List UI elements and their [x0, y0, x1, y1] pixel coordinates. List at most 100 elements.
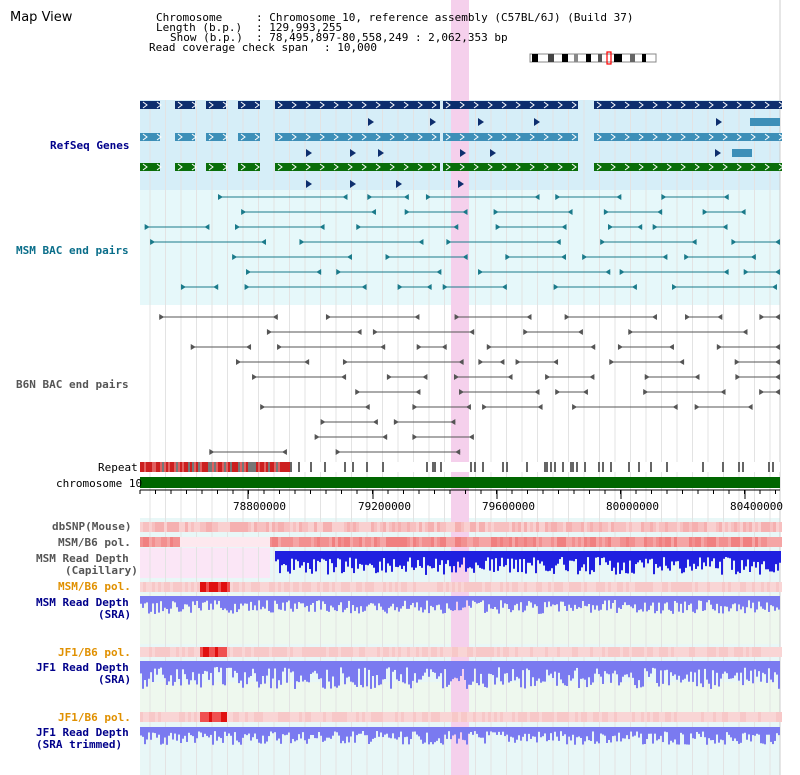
repeat-cell: [288, 462, 290, 472]
bac-end-marker: [507, 374, 513, 380]
polymorphism-cell: [176, 582, 179, 592]
polymorphism-cell: [248, 647, 251, 657]
polymorphism-cell: [725, 522, 728, 532]
depth-bar: [412, 727, 414, 732]
depth-bar: [494, 727, 496, 733]
repeat-cell: [354, 462, 356, 472]
depth-bar: [414, 661, 416, 674]
depth-bar: [348, 661, 350, 677]
depth-bar: [468, 661, 470, 685]
depth-bar: [390, 727, 392, 739]
depth-bar: [254, 661, 256, 674]
depth-bar: [284, 596, 286, 611]
depth-bar: [252, 727, 254, 738]
polymorphism-cell: [491, 522, 494, 532]
depth-bar: [507, 551, 509, 559]
repeat-cell: [390, 462, 392, 472]
polymorphism-cell: [635, 522, 638, 532]
depth-bar: [270, 661, 272, 689]
depth-bar: [394, 727, 396, 739]
depth-bar: [580, 727, 582, 738]
repeat-cell: [262, 462, 264, 472]
polymorphism-cell: [704, 647, 707, 657]
track-label-refseq[interactable]: RefSeq Genes: [50, 139, 130, 152]
depth-bar: [654, 596, 656, 614]
track-label-msm-b6-pol-2[interactable]: MSM/B6 pol.: [58, 580, 131, 593]
track-label-jf1-depth-trimmed[interactable]: JF1 Read Depth: [36, 726, 129, 739]
track-label-msm-b6-pol-1[interactable]: MSM/B6 pol.: [58, 536, 131, 549]
track-label-msm-depth-sra[interactable]: MSM Read Depth: [36, 596, 129, 609]
polymorphism-cell: [467, 647, 470, 657]
track-label-msm-depth-capillary[interactable]: MSM Read Depth: [36, 552, 129, 565]
depth-bar: [230, 661, 232, 668]
repeat-cell: [418, 462, 420, 472]
polymorphism-cell: [674, 712, 677, 722]
depth-bar: [583, 551, 585, 565]
repeat-cell: [588, 462, 590, 472]
repeat-cell: [688, 462, 690, 472]
depth-bar: [634, 727, 636, 736]
polymorphism-cell: [779, 522, 782, 532]
depth-bar: [478, 661, 480, 686]
polymorphism-cell: [224, 582, 227, 592]
polymorphism-cell: [215, 582, 218, 592]
depth-bar: [272, 727, 274, 734]
gene-marker: [350, 180, 356, 188]
bac-end-marker: [465, 404, 471, 410]
depth-bar: [720, 727, 722, 740]
polymorphism-cell: [566, 647, 569, 657]
polymorphism-cell: [704, 712, 707, 722]
depth-bar: [666, 596, 668, 603]
depth-bar: [500, 727, 502, 735]
depth-bar: [285, 551, 287, 566]
polymorphism-cell: [710, 522, 713, 532]
polymorphism-cell: [431, 647, 434, 657]
depth-bar: [714, 727, 716, 744]
depth-bar: [288, 661, 290, 669]
depth-bar: [470, 727, 472, 733]
polymorphism-cell: [536, 522, 539, 532]
polymorphism-cell: [623, 537, 626, 547]
depth-bar: [639, 551, 641, 561]
polymorphism-cell: [611, 522, 614, 532]
depth-bar: [268, 596, 270, 611]
repeat-cell: [624, 462, 626, 472]
depth-bar: [528, 596, 530, 602]
track-label-jf1-b6-pol-1[interactable]: JF1/B6 pol.: [58, 646, 131, 659]
depth-bar: [424, 596, 426, 610]
polymorphism-cell: [611, 712, 614, 722]
polymorphism-cell: [728, 537, 731, 547]
polymorphism-cell: [170, 712, 173, 722]
polymorphism-cell: [776, 522, 779, 532]
depth-bar: [506, 596, 508, 605]
polymorphism-cell: [557, 522, 560, 532]
track-label-b6n-bac[interactable]: B6N BAC end pairs: [16, 378, 129, 391]
polymorphism-cell: [494, 712, 497, 722]
polymorphism-cell: [434, 712, 437, 722]
depth-bar: [751, 551, 753, 567]
depth-bar: [707, 551, 709, 558]
track-label-jf1-depth-sra[interactable]: JF1 Read Depth: [36, 661, 129, 674]
track-label-msm-bac[interactable]: MSM BAC end pairs: [16, 244, 129, 257]
depth-bar: [746, 596, 748, 608]
repeat-cell: [620, 462, 622, 472]
track-label-jf1-b6-pol-2[interactable]: JF1/B6 pol.: [58, 711, 131, 724]
polymorphism-cell: [365, 522, 368, 532]
depth-bar: [764, 661, 766, 675]
polymorphism-cell: [515, 522, 518, 532]
polymorphism-cell: [464, 647, 467, 657]
polymorphism-cell: [716, 522, 719, 532]
axis-tick-label: 79600000: [482, 500, 535, 513]
track-label-repeat[interactable]: Repeat: [98, 461, 138, 474]
depth-bar: [246, 596, 248, 604]
depth-bar: [480, 661, 482, 674]
polymorphism-cell: [365, 647, 368, 657]
depth-bar: [311, 551, 313, 574]
track-label-chromosome[interactable]: chromosome 10: [56, 477, 143, 490]
track-label-dbsnp[interactable]: dbSNP(Mouse): [52, 520, 132, 533]
polymorphism-cell: [758, 522, 761, 532]
polymorphism-cell: [464, 712, 467, 722]
polymorphism-cell: [767, 522, 770, 532]
track-label-capillary-sub: (Capillary): [65, 564, 138, 577]
